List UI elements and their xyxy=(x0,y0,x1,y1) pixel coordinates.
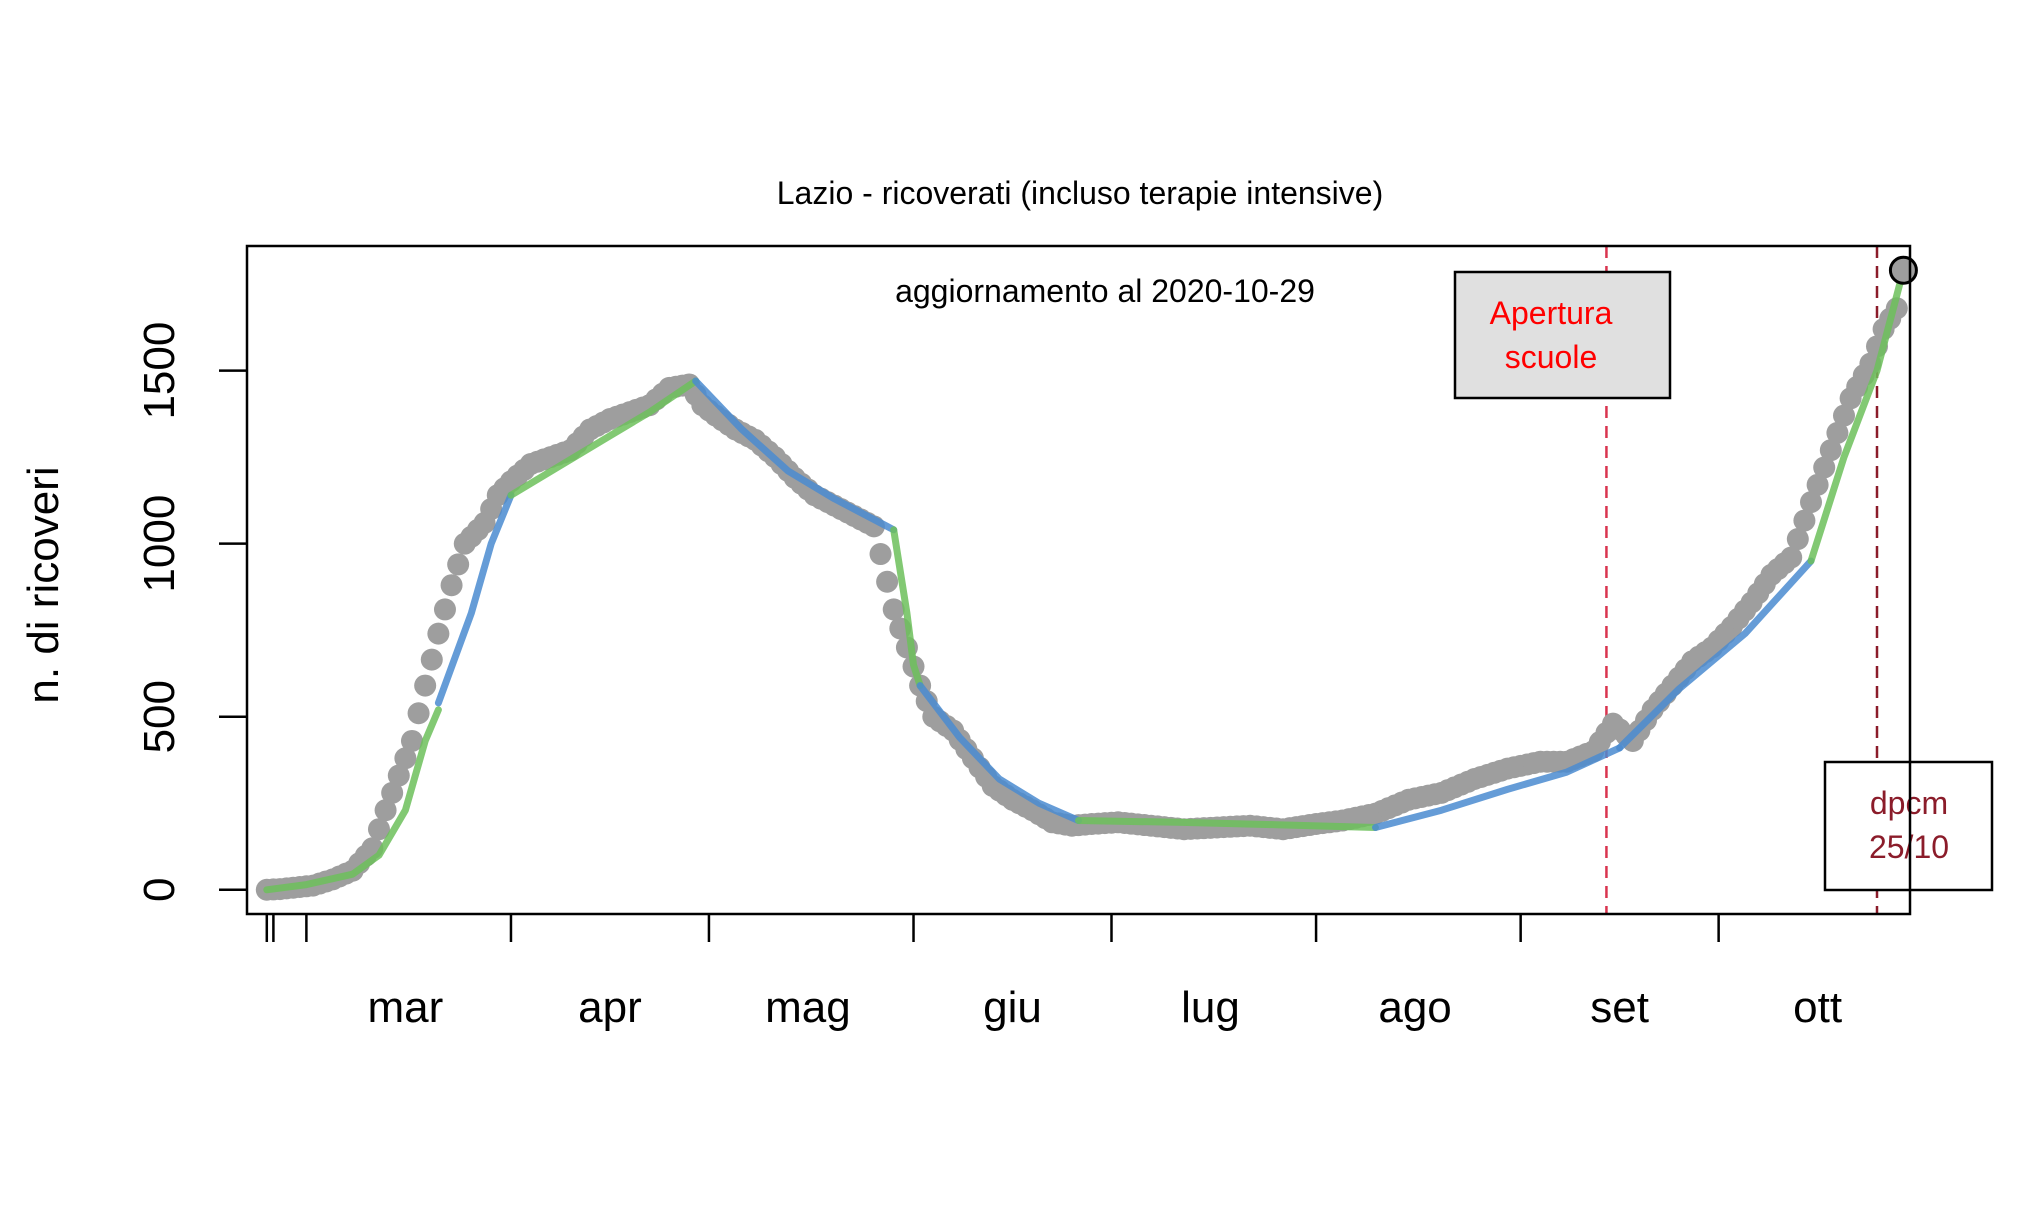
data-point xyxy=(407,702,430,725)
fit-segments xyxy=(263,266,1907,894)
fit-line-green xyxy=(263,706,442,894)
data-point xyxy=(882,598,905,621)
y-tick-label: 1500 xyxy=(135,322,184,420)
annotation-apertura-scuole: Apertura scuole xyxy=(1453,270,1672,400)
x-tick-label: lug xyxy=(1181,983,1240,1032)
fit-line-green xyxy=(890,526,924,690)
y-axis-label: n. di ricoveri xyxy=(19,466,68,703)
data-point xyxy=(1786,528,1809,551)
plot-frame xyxy=(245,244,1912,916)
fit-line-blue xyxy=(434,491,515,707)
x-tick-label: ago xyxy=(1378,983,1451,1032)
annotation-apertura-scuole-text: scuole xyxy=(1505,339,1598,375)
data-point xyxy=(440,574,463,597)
data-point xyxy=(394,747,417,770)
fit-line-green xyxy=(1075,817,1379,831)
y-tick-label: 0 xyxy=(135,878,184,902)
data-point xyxy=(869,543,892,566)
annotation-apertura-scuole-box xyxy=(1453,270,1672,400)
data-point xyxy=(367,818,390,841)
x-tick-label: ott xyxy=(1793,983,1842,1032)
last-point-group xyxy=(1888,255,1918,285)
data-point xyxy=(400,729,423,752)
fit-line-green xyxy=(1807,266,1907,565)
chart-subtitle: aggiornamento al 2020-10-29 xyxy=(895,273,1315,309)
x-tick-label: mar xyxy=(367,983,443,1032)
fit-line-blue xyxy=(1616,557,1815,752)
chart-title: Lazio - ricoverati (incluso terapie inte… xyxy=(777,175,1383,211)
data-point xyxy=(1800,491,1823,514)
y-tick-label: 1000 xyxy=(135,495,184,593)
data-point xyxy=(1806,473,1829,496)
x-tick-label: set xyxy=(1590,983,1649,1032)
x-tick-label: apr xyxy=(578,983,642,1032)
data-point xyxy=(1819,439,1842,462)
y-axis: 0 500 1000 1500 xyxy=(135,322,247,902)
annotation-dpcm-box xyxy=(1823,760,1994,892)
data-point xyxy=(1826,421,1849,444)
data-point xyxy=(387,764,410,787)
data-point xyxy=(1813,456,1836,479)
last-point-marker xyxy=(1888,255,1918,285)
data-point xyxy=(1833,404,1856,427)
fit-line-blue xyxy=(916,682,1082,824)
x-tick-label: mag xyxy=(765,983,851,1032)
data-point xyxy=(1793,509,1816,532)
data-point xyxy=(447,553,470,576)
x-axis: mar apr mag giu lug ago set ott xyxy=(265,914,1842,1032)
data-point xyxy=(420,648,443,671)
data-point xyxy=(414,674,437,697)
data-point xyxy=(427,622,450,645)
annotation-apertura-scuole-text: Apertura xyxy=(1490,295,1613,331)
x-tick-label: giu xyxy=(983,983,1042,1032)
data-point xyxy=(374,799,397,822)
data-point xyxy=(876,570,899,593)
fit-line-blue xyxy=(692,377,898,534)
data-point xyxy=(433,598,456,621)
y-tick-label: 500 xyxy=(135,680,184,753)
fit-line-blue xyxy=(1372,744,1624,831)
data-point xyxy=(1780,546,1803,569)
fit-line-green xyxy=(507,377,700,499)
data-point xyxy=(381,781,404,804)
